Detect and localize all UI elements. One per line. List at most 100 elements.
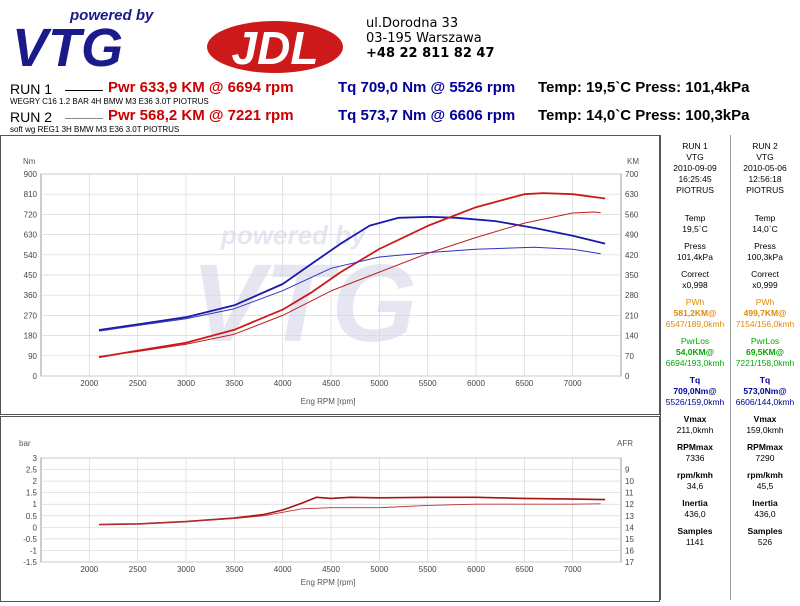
stat-samples-h: Samples (747, 526, 783, 536)
y-axis-left-label: Nm (23, 157, 36, 166)
stat-rpm-h: RPMmax (677, 442, 713, 452)
y-tick-label: 0.5 (26, 512, 38, 521)
series-run2_torque (98, 246, 601, 332)
y-tick-label: 360 (24, 291, 38, 300)
stat-pwl-h: PwrLos (750, 336, 780, 346)
y-axis-left-label-2: bar (19, 439, 31, 448)
y-tick-label: 3 (33, 454, 38, 463)
stat-brand: VTG (686, 152, 704, 162)
y-tick-label: 0 (33, 523, 38, 532)
y-tick-label: 2 (33, 477, 38, 486)
y2-tick-label: 280 (625, 291, 639, 300)
stat-tq2: 5526/159,0kmh (665, 397, 725, 407)
stat-inertia: 436,0 (754, 509, 776, 519)
run1-desc: WEGRY C16 1.2 BAR 4H BMW M3 E36 3.0T PIO… (10, 97, 209, 106)
stat-samples: 1141 (685, 537, 705, 547)
run1-env: Temp: 19,5`C Press: 101,4kPa (538, 79, 750, 96)
run2-torque: Tq 573,7 Nm @ 6606 rpm (338, 107, 516, 124)
stat-temp: 14,0`C (752, 224, 778, 234)
stat-rpm: 7290 (755, 453, 775, 463)
run2-line-legend (65, 118, 103, 119)
x-tick-label: 5000 (370, 379, 388, 388)
x-tick-label: 3500 (225, 379, 243, 388)
y2-tick-label: 11 (625, 489, 634, 498)
stat-temp: 19,5`C (682, 224, 708, 234)
y2-tick-label: 700 (625, 170, 639, 179)
x-tick-label: 4000 (274, 565, 292, 574)
x-tick-label: 5000 (370, 565, 388, 574)
logo-partner: JDL (232, 22, 319, 74)
y2-tick-label: 0 (625, 372, 630, 381)
stat-run: RUN 2 (752, 141, 778, 151)
x-tick-label: 6000 (467, 565, 485, 574)
y2-tick-label: 420 (625, 251, 639, 260)
stat-inertia: 436,0 (684, 509, 706, 519)
stat-corr: x0,999 (752, 280, 778, 290)
vtg-watermark: powered by VTG (191, 220, 417, 365)
y-tick-label: 90 (28, 352, 37, 361)
series-run1_torque (98, 216, 606, 331)
stat-pwh: 581,2KM@ (673, 308, 717, 318)
run1-torque: Tq 709,0 Nm @ 5526 rpm (338, 79, 516, 96)
stat-pwl-h: PwrLos (680, 336, 710, 346)
y2-tick-label: 630 (625, 190, 639, 199)
y-axis-right-label: KM (627, 157, 639, 166)
stat-brand: VTG (756, 152, 774, 162)
stat-rk-h: rpm/kmh (747, 470, 783, 480)
x-tick-label: 7000 (564, 379, 582, 388)
y-tick-label: 270 (24, 311, 38, 320)
series-run2_power (98, 211, 601, 357)
stat-tq: 709,0Nm@ (673, 386, 717, 396)
y-tick-label: 810 (24, 190, 38, 199)
stat-tq-h: Tq (759, 375, 771, 385)
x-tick-label: 2500 (129, 379, 147, 388)
run-stats-table: RUN 1 VTG 2010-09-09 16:25:45 PIOTRUS Te… (660, 135, 799, 600)
stat-pwh2: 7154/156,0kmh (735, 319, 795, 329)
x-tick-label: 4500 (322, 379, 340, 388)
stat-pwl2: 7221/158,0kmh (735, 358, 795, 368)
stat-time: 12:56:18 (748, 174, 782, 184)
y2-tick-label: 70 (625, 352, 634, 361)
series-boost1 (98, 496, 606, 526)
stat-corr-h: Correct (751, 269, 779, 279)
stat-inertia-h: Inertia (682, 498, 708, 508)
x-tick-label: 4500 (322, 565, 340, 574)
x-tick-label: 2000 (80, 565, 98, 574)
stat-vmax: 159,0kmh (746, 425, 784, 435)
x-tick-label: 7000 (564, 565, 582, 574)
power-torque-chart: powered by VTG 0 0 90 70 180 140 270 210 360 280 4… (23, 157, 639, 406)
stat-temp-h: Temp (754, 213, 776, 223)
x-tick-label: 3000 (177, 379, 195, 388)
stat-press: 100,3kPa (747, 252, 783, 262)
stat-press: 101,4kPa (677, 252, 713, 262)
stat-corr-h: Correct (681, 269, 709, 279)
boost-afr-chart: -1.5 17-1 16-0.5 150 140.5 131 121.5 112 102.5 93… (19, 439, 634, 587)
y2-tick-label: 13 (625, 512, 634, 521)
stat-press-h: Press (684, 241, 706, 251)
y2-tick-label: 12 (625, 500, 634, 509)
x-tick-label: 2500 (129, 565, 147, 574)
stat-vmax: 211,0kmh (676, 425, 714, 435)
address-block: ul.Dorodna 33 03-195 Warszawa +48 22 811… (366, 16, 495, 61)
run2-power: Pwr 568,2 KM @ 7221 rpm (108, 107, 294, 124)
stat-tq2: 6606/144,0kmh (735, 397, 795, 407)
run1-stats: RUN 1 VTG 2010-09-09 16:25:45 PIOTRUS Te… (661, 135, 729, 548)
stat-pwh-h: PWh (685, 297, 705, 307)
y-tick-label: 540 (24, 251, 38, 260)
logo-partner-badge (207, 21, 343, 73)
logo-brand: VTG (12, 18, 123, 74)
y2-tick-label: 17 (625, 558, 634, 567)
watermark-brand: VTG (191, 242, 417, 365)
stat-rk-h: rpm/kmh (677, 470, 713, 480)
stat-rk: 34,6 (686, 481, 704, 491)
y-tick-label: -0.5 (23, 535, 37, 544)
x-tick-label: 6000 (467, 379, 485, 388)
series-run1_power (98, 192, 606, 359)
x-tick-label: 3500 (225, 565, 243, 574)
y2-tick-label: 10 (625, 477, 634, 486)
boost-afr-panel: -1.5 17 -1 16 -0.5 15 0 14 0.5 13 1 12 1.5 11 2 10 2.5 9 3… (0, 416, 660, 602)
y2-tick-label: 350 (625, 271, 639, 280)
stat-pwh-h: PWh (755, 297, 775, 307)
y-tick-label: -1 (30, 546, 38, 555)
stat-pwl: 54,0KM@ (675, 347, 715, 357)
